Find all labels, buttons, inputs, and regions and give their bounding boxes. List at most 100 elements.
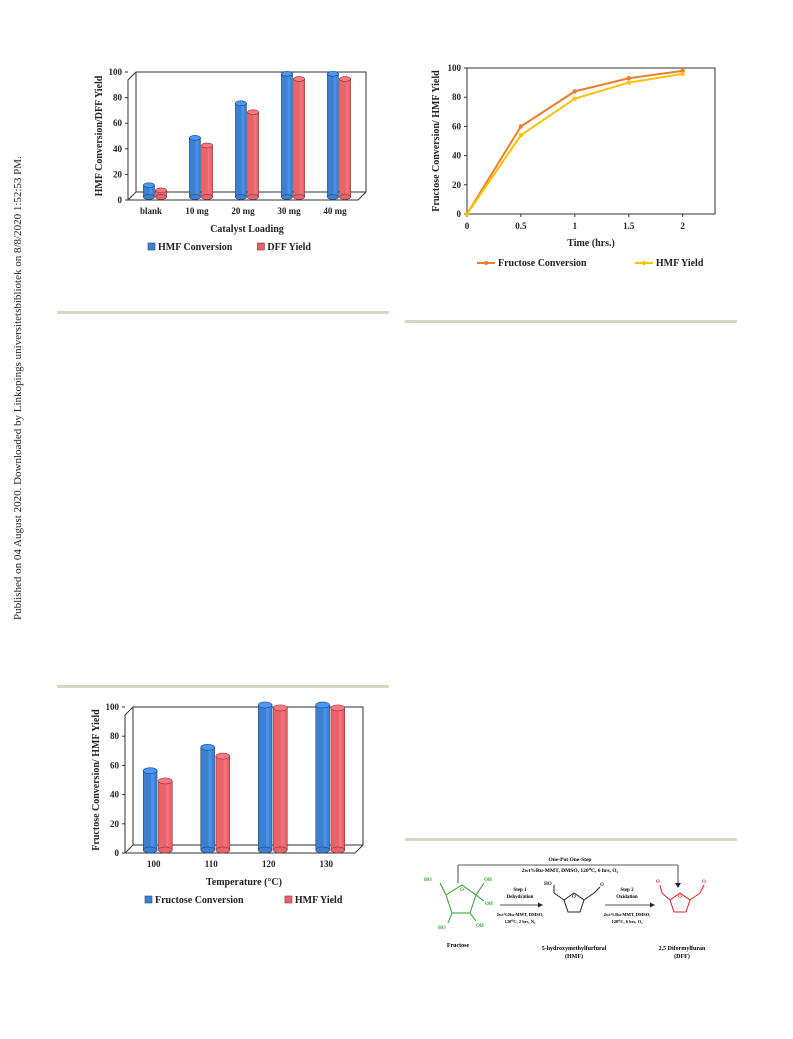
y-tick-label: 60 (110, 760, 120, 770)
svg-text:2wt%Ru-MMT, DMSO,: 2wt%Ru-MMT, DMSO, (497, 912, 544, 917)
y-tick-label: 20 (452, 180, 462, 190)
bar (257, 701, 273, 854)
data-point (626, 80, 631, 85)
time-line-chart: 0 20 40 60 80 100 0 0.5 1 1.5 2 Time (hrs.) Fructose… (431, 63, 716, 269)
hmf-abbrev: (HMF) (565, 953, 583, 960)
legend-swatch (144, 895, 153, 904)
x-tick-label: 2 (680, 221, 685, 231)
fructose-label: Fructose (447, 943, 470, 949)
svg-text:120⁰C, 2 hrs, N₂: 120⁰C, 2 hrs, N₂ (505, 919, 536, 924)
svg-text:Step 1: Step 1 (513, 888, 527, 893)
bar (155, 187, 167, 200)
x-axis-label: Catalyst Loading (210, 224, 284, 235)
y-tick-label: 40 (113, 144, 123, 154)
legend-label: HMF Yield (295, 895, 343, 906)
x-axis-label: Time (hrs.) (567, 238, 615, 249)
one-pot-title: One-Pot One-Step (549, 857, 592, 863)
divider-left-mid (57, 685, 389, 688)
y-tick-label: 100 (106, 702, 120, 712)
svg-text:OH: OH (476, 924, 484, 929)
one-pot-arrowhead (675, 883, 681, 888)
one-pot-conditions: 2wt%Ru-MMT, DMSO, 120⁰C, 6 hrs, O₂ (522, 867, 619, 874)
y-tick-label: 20 (113, 169, 123, 179)
svg-text:HO: HO (438, 926, 446, 931)
bar (143, 182, 155, 200)
svg-text:Oxidation: Oxidation (616, 895, 638, 900)
data-point (626, 76, 631, 81)
y-tick-label: 60 (113, 118, 123, 128)
legend-swatch (147, 242, 156, 251)
hmf-label: 5-hydroxymethylfurfural (542, 946, 607, 952)
bar (281, 71, 293, 200)
x-tick-label: 130 (320, 859, 334, 869)
y-axis-label: HMF Conversion/DFF Yield (94, 75, 105, 196)
y-tick-label: 20 (110, 819, 120, 829)
legend-label: Fructose Conversion (155, 895, 244, 906)
data-point (572, 96, 578, 101)
bar (158, 777, 173, 854)
bar (215, 752, 231, 854)
reaction-scheme: One-Pot One-Step 2wt%Ru-MMT, DMSO, 120⁰C… (424, 857, 706, 960)
bar (247, 109, 259, 200)
svg-text:O: O (702, 880, 706, 885)
bar (235, 100, 247, 200)
bar (273, 704, 288, 854)
data-point (680, 71, 685, 77)
data-point (518, 124, 524, 129)
y-tick-label: 0 (115, 848, 120, 858)
data-point (518, 132, 524, 138)
x-tick-label: 30 mg (277, 206, 301, 216)
bar (339, 76, 351, 200)
publication-note: Published on 04 August 2020. Downloaded … (12, 156, 24, 620)
catalyst-loading-bar-chart: 0 20 40 60 80 100 blank 10 mg 20 mg 30 mg 40 mg Cat… (94, 67, 367, 253)
bar (189, 135, 201, 200)
x-tick-label: 40 mg (323, 206, 347, 216)
legend-swatch (257, 242, 265, 251)
x-tick-label: 1.5 (623, 221, 635, 231)
svg-text:O: O (656, 880, 660, 885)
x-tick-label: 0 (465, 221, 470, 231)
dff-abbrev: (DFF) (674, 953, 690, 960)
svg-text:HO: HO (544, 882, 552, 887)
dff-label: 2,5 Diformylfuran (659, 946, 706, 952)
svg-text:120⁰C, 6 hrs, O₂: 120⁰C, 6 hrs, O₂ (612, 919, 644, 924)
legend-label: HMF Conversion (158, 242, 233, 253)
y-tick-label: 0 (457, 209, 462, 219)
plot-frame (466, 67, 716, 215)
y-tick-label: 80 (113, 93, 123, 103)
svg-text:OH: OH (484, 878, 492, 883)
y-axis-label: Fructose Conversion/ HMF Yield (431, 70, 442, 212)
y-tick-label: 80 (452, 92, 462, 102)
legend-label: Fructose Conversion (498, 258, 587, 269)
y-axis-label: Fructose Conversion/ HMF Yield (91, 709, 102, 851)
x-tick-label: blank (140, 206, 162, 216)
svg-text:O: O (600, 883, 604, 888)
bar (293, 76, 305, 200)
svg-text:O: O (460, 888, 464, 893)
bar (201, 142, 213, 200)
bar (142, 767, 158, 854)
svg-text:HO: HO (424, 878, 432, 883)
divider-right-top (405, 320, 737, 323)
data-point (464, 211, 470, 217)
bar (330, 704, 346, 854)
y-tick-label: 80 (110, 731, 120, 741)
svg-text:Dehydration: Dehydration (507, 895, 534, 900)
x-tick-label: 1 (573, 221, 578, 231)
legend-swatch (284, 895, 293, 904)
sidebar-publication-note: Published on 04 August 2020. Downloaded … (0, 0, 24, 1039)
dff-structure (659, 884, 705, 913)
x-tick-label: 100 (147, 859, 161, 869)
bar (327, 71, 339, 200)
fructose-structure (439, 882, 485, 924)
svg-text:OH: OH (485, 902, 493, 907)
y-tick-label: 40 (110, 790, 120, 800)
x-tick-label: 110 (205, 859, 219, 869)
y-tick-label: 100 (109, 67, 123, 77)
data-point (572, 89, 578, 94)
x-tick-label: 0.5 (515, 221, 527, 231)
svg-text:O: O (678, 895, 682, 900)
svg-text:O: O (572, 895, 576, 900)
svg-text:2wt%Ru-MMT, DMSO,: 2wt%Ru-MMT, DMSO, (604, 912, 651, 917)
temperature-bar-chart: 0 20 40 60 80 100 100 110 120 130 Temperature (°C)… (91, 701, 364, 906)
